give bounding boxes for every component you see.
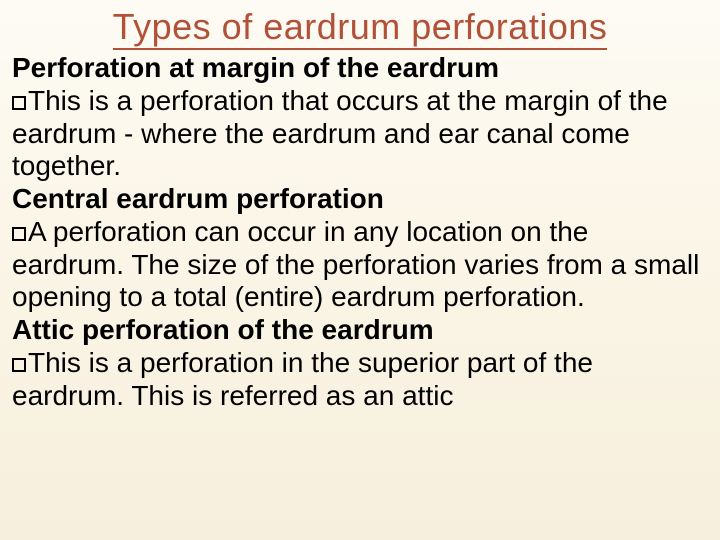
section-text: A perforation can occur in any location … <box>12 216 699 313</box>
checkbox-icon <box>12 358 26 372</box>
section-text: This is a perforation that occurs at the… <box>12 85 668 182</box>
section-item: A perforation can occur in any location … <box>12 216 708 314</box>
section-item: This is a perforation that occurs at the… <box>12 85 708 183</box>
section-item: This is a perforation in the superior pa… <box>12 347 708 413</box>
section-heading: Perforation at margin of the eardrum <box>12 52 708 85</box>
checkbox-icon <box>12 227 26 241</box>
slide-title: Types of eardrum perforations <box>0 6 720 48</box>
checkbox-icon <box>12 96 26 110</box>
section-heading: Attic perforation of the eardrum <box>12 314 708 347</box>
slide-title-text: Types of eardrum perforations <box>113 6 608 50</box>
section-text: This is a perforation in the superior pa… <box>12 347 593 411</box>
section-heading: Central eardrum perforation <box>12 183 708 216</box>
slide-body: Perforation at margin of the eardrum Thi… <box>12 52 708 412</box>
slide: Types of eardrum perforations Perforatio… <box>0 0 720 540</box>
